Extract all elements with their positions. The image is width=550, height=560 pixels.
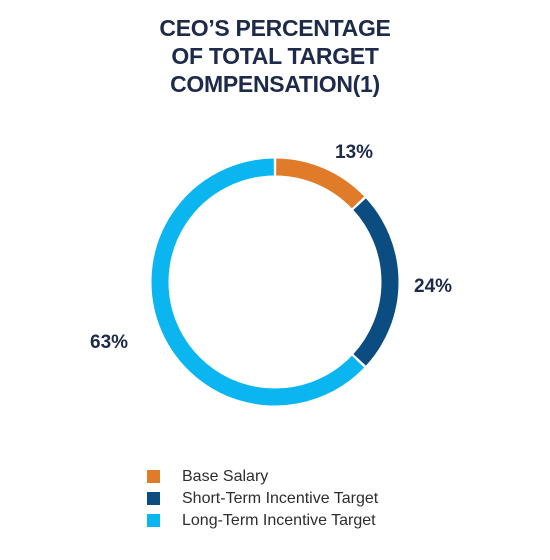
slice-long-term bbox=[151, 158, 365, 406]
data-label-short-term: 24% bbox=[414, 276, 452, 297]
legend-item-long-term: Long-Term Incentive Target bbox=[147, 510, 378, 531]
chart-title-line-2: OF TOTAL TARGET bbox=[171, 43, 379, 69]
chart-title-line-3: COMPENSATION(1) bbox=[170, 71, 380, 97]
legend-label-long-term: Long-Term Incentive Target bbox=[182, 511, 376, 529]
legend-label-short-term: Short-Term Incentive Target bbox=[182, 489, 379, 507]
chart-title-line-1: CEO’S PERCENTAGE bbox=[159, 15, 391, 41]
chart-legend: Base Salary Short-Term Incentive Target … bbox=[147, 466, 378, 532]
chart-title: CEO’S PERCENTAGE OF TOTAL TARGET COMPENS… bbox=[0, 14, 550, 98]
slice-base-salary bbox=[275, 158, 365, 209]
data-label-long-term: 63% bbox=[90, 332, 128, 353]
slice-short-term bbox=[353, 198, 399, 366]
legend-swatch-short-term bbox=[147, 492, 160, 505]
legend-swatch-long-term bbox=[147, 514, 160, 527]
legend-swatch-base-salary bbox=[147, 470, 160, 483]
data-label-base-salary: 13% bbox=[335, 142, 373, 163]
legend-item-short-term: Short-Term Incentive Target bbox=[147, 488, 378, 509]
donut-chart: 13% 24% 63% bbox=[90, 142, 452, 406]
legend-label-base-salary: Base Salary bbox=[182, 467, 269, 485]
legend-item-base-salary: Base Salary bbox=[147, 466, 378, 487]
